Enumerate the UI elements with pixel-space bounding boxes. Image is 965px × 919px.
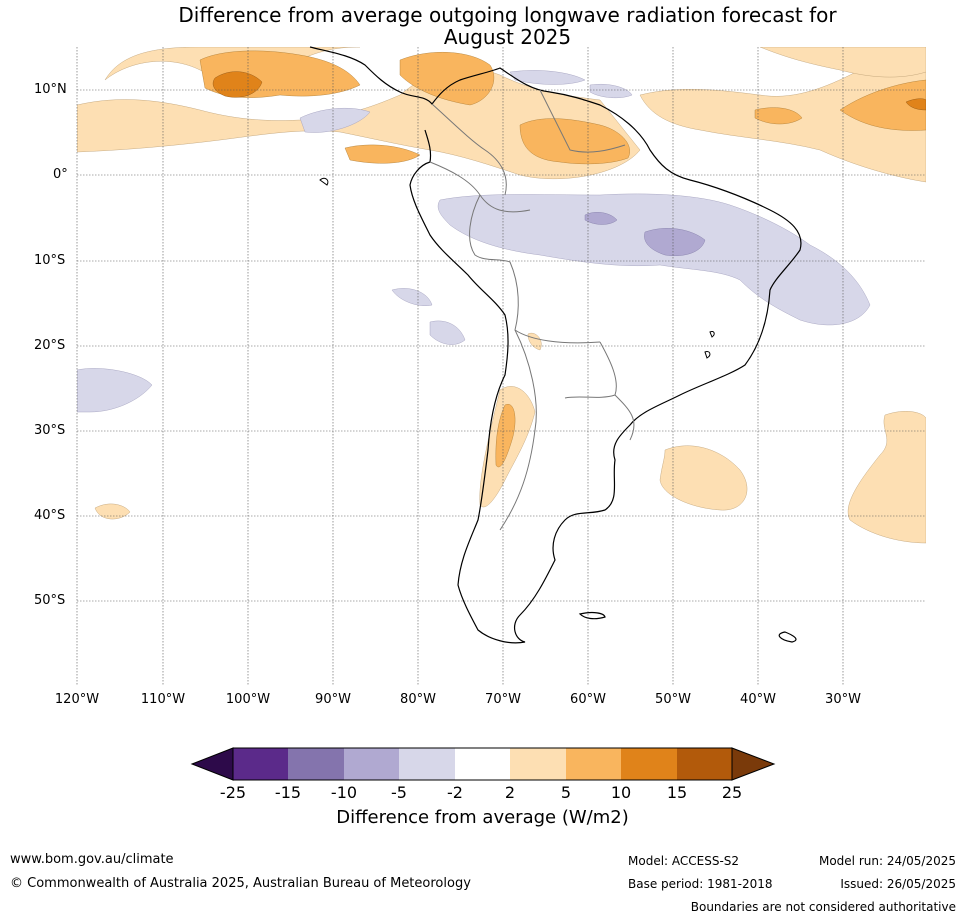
anomaly-area-positive-moderate [839, 79, 926, 131]
lat-label-10n: 10°N [34, 82, 67, 97]
colorbar-tick: -25 [219, 783, 247, 802]
footer-copyright: © Commonwealth of Australia 2025, Austra… [10, 876, 471, 891]
colorbar-tick: 15 [666, 783, 688, 802]
country-borders [429, 89, 635, 531]
anomaly-area-negative-weak [509, 70, 586, 85]
anomaly-area-positive-weak [77, 67, 641, 180]
colorbar-swatch-max [731, 747, 776, 781]
anomaly-area-positive-strong [212, 71, 263, 98]
colorbar-tick: -10 [330, 783, 358, 802]
colorbar-swatch [399, 748, 455, 780]
colorbar-tick: 25 [721, 783, 743, 802]
colorbar-tick: 10 [610, 783, 632, 802]
colorbar-swatch [233, 748, 288, 780]
lon-label-100w: 100°W [225, 692, 271, 707]
colorbar-swatch [510, 748, 566, 780]
colorbar-swatch-min [190, 747, 234, 781]
anomaly-area-positive-weak [94, 503, 131, 520]
lon-label-40w: 40°W [740, 692, 776, 707]
colorbar-tick: -5 [391, 783, 407, 802]
colorbar-swatch [455, 748, 510, 780]
lat-label-20s: 20°S [34, 338, 66, 353]
colorbar-tick: -2 [447, 783, 463, 802]
lat-label-0: 0° [53, 167, 68, 182]
anomaly-area-positive-moderate [754, 107, 803, 125]
lon-label-50w: 50°W [655, 692, 691, 707]
anomaly-area-negative-moderate [644, 228, 706, 256]
gridlines [76, 47, 926, 685]
title-line-1: Difference from average outgoing longwav… [178, 3, 837, 27]
footer-base-period: Base period: 1981-2018 [628, 877, 773, 891]
title-line-2: August 2025 [443, 25, 572, 49]
footer-model: Model: ACCESS-S2 [628, 854, 740, 868]
colorbar-swatch [344, 748, 399, 780]
colorbar-swatch [566, 748, 621, 780]
anomaly-area-negative-weak [77, 368, 153, 413]
anomaly-shading [77, 47, 926, 544]
anomaly-area-negative-weak [391, 288, 433, 306]
lon-label-120w: 120°W [54, 692, 100, 707]
lat-label-40s: 40°S [34, 508, 66, 523]
footer-issued: Issued: 26/05/2025 [840, 877, 956, 891]
colorbar [190, 747, 776, 781]
colorbar-swatch [621, 748, 677, 780]
lon-label-60w: 60°W [570, 692, 606, 707]
footer-url[interactable]: www.bom.gov.au/climate [10, 852, 174, 867]
coastlines [309, 46, 802, 644]
lat-label-30s: 30°S [34, 423, 66, 438]
anomaly-area-positive-strong [905, 98, 926, 111]
anomaly-area-positive-moderate [519, 118, 630, 165]
anomaly-area-positive-moderate [399, 52, 495, 106]
lon-label-30w: 30°W [825, 692, 861, 707]
anomaly-area-positive-weak [848, 411, 926, 544]
anomaly-area-negative-moderate [584, 212, 618, 225]
colorbar-tick: 2 [504, 783, 516, 802]
anomaly-area-negative-weak [589, 84, 633, 99]
map-title: Difference from average outgoing longwav… [0, 4, 965, 48]
lon-label-90w: 90°W [315, 692, 351, 707]
anomaly-area-positive-moderate [344, 144, 421, 164]
footer-disclaimer: Boundaries are not considered authoritat… [690, 900, 956, 914]
colorbar-label: Difference from average (W/m2) [336, 807, 629, 828]
lat-label-10s: 10°S [34, 253, 66, 268]
lon-label-80w: 80°W [400, 692, 436, 707]
anomaly-area-positive-weak [659, 445, 748, 511]
anomaly-area-negative-weak [299, 108, 371, 133]
anomaly-area-negative-weak [437, 193, 871, 326]
lon-label-70w: 70°W [485, 692, 521, 707]
colorbar-swatch [288, 748, 344, 780]
islands [319, 177, 715, 359]
anomaly-area-positive-weak [527, 332, 542, 351]
colorbar-swatch [677, 748, 732, 780]
lon-label-110w: 110°W [140, 692, 186, 707]
anomaly-area-negative-weak [429, 320, 466, 345]
colorbar-tick: 5 [560, 783, 572, 802]
colorbar-tick: -15 [274, 783, 302, 802]
lat-label-50s: 50°S [34, 593, 66, 608]
footer-model-run: Model run: 24/05/2025 [818, 854, 956, 868]
